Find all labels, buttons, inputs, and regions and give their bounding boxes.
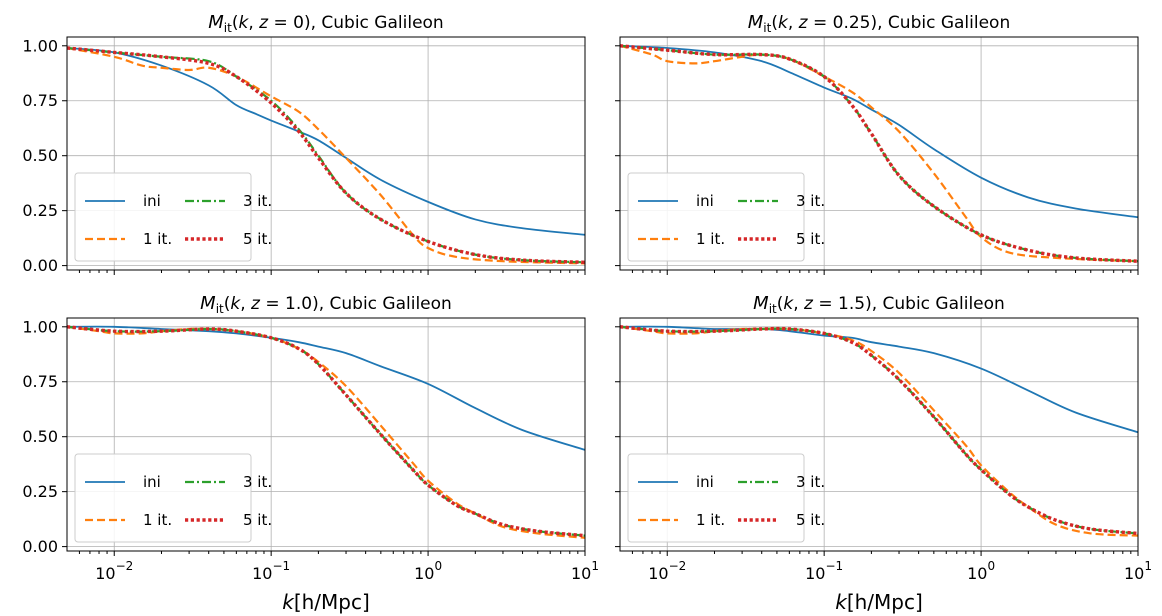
series-line-1-it xyxy=(620,325,1138,537)
legend-label: ini xyxy=(143,473,161,491)
y-tick-label: 0.00 xyxy=(22,256,58,275)
legend-label: ini xyxy=(696,473,714,491)
series-group xyxy=(67,325,585,539)
legend-label: 5 it. xyxy=(243,511,272,529)
series-line-5-it xyxy=(67,46,585,265)
x-axis-label: k[h/Mpc] xyxy=(282,590,370,614)
legend-label: 5 it. xyxy=(796,511,825,529)
series-line-ini xyxy=(620,325,1138,434)
series-line-3-it xyxy=(67,46,585,264)
x-tick-label: 10−2 xyxy=(95,559,133,583)
legend-label: 3 it. xyxy=(243,192,272,210)
series-group xyxy=(620,325,1138,537)
series-line-5-it xyxy=(620,325,1138,536)
subplot-title: Mit(k, z = 0), Cubic Galileon xyxy=(208,12,443,35)
legend-label: 1 it. xyxy=(696,511,725,529)
axes-frame xyxy=(619,36,1139,271)
series-line-1-it xyxy=(620,44,1138,263)
legend-label: ini xyxy=(696,192,714,210)
grid xyxy=(620,318,1138,551)
legend-box xyxy=(627,453,805,543)
y-tick-label: 1.00 xyxy=(22,36,58,55)
subplot-title: Mit(k, z = 1.5), Cubic Galileon xyxy=(753,293,1005,316)
legend-label: 3 it. xyxy=(796,473,825,491)
subplot-2: Mit(k, z = 0.25), Cubic Galileon ini 1 it.… xyxy=(615,12,1139,275)
y-tick-label: 1.00 xyxy=(22,317,58,336)
legend-label: 3 it. xyxy=(796,192,825,210)
series-line-1-it xyxy=(67,46,585,265)
series-line-5-it xyxy=(620,44,1138,263)
legend-label: 1 it. xyxy=(143,511,172,529)
legend: ini 1 it. 3 it. 5 it. xyxy=(74,453,272,543)
y-tick-label: 0.25 xyxy=(22,482,58,501)
y-tick-label: 0.00 xyxy=(22,537,58,556)
legend-label: 1 it. xyxy=(696,230,725,248)
x-tick-label: 100 xyxy=(967,559,995,583)
y-tick-label: 0.75 xyxy=(22,91,58,110)
subplot-title: Mit(k, z = 1.0), Cubic Galileon xyxy=(200,293,452,316)
legend-label: 5 it. xyxy=(243,230,272,248)
x-tick-label: 10−2 xyxy=(648,559,686,583)
series-line-ini xyxy=(67,325,585,451)
series-group xyxy=(620,44,1138,263)
x-tick-label: 100 xyxy=(414,559,442,583)
series-group xyxy=(67,46,585,265)
legend-label: 5 it. xyxy=(796,230,825,248)
x-tick-label: 101 xyxy=(1124,559,1152,583)
legend-box xyxy=(627,172,805,262)
subplot-4: 10−2 10−1 100 101 Mit(k, z = 1.5), Cubic Gal… xyxy=(615,293,1152,614)
series-line-ini xyxy=(620,44,1138,219)
series-line-5-it xyxy=(67,325,585,538)
legend: ini 1 it. 3 it. 5 it. xyxy=(74,172,272,262)
x-tick-label: 10−1 xyxy=(805,559,843,583)
x-tick-label: 101 xyxy=(571,559,599,583)
legend-label: ini xyxy=(143,192,161,210)
y-tick-label: 0.50 xyxy=(22,427,58,446)
y-tick-label: 0.50 xyxy=(22,146,58,165)
subplot-1: 0.00 0.25 0.50 0.75 1.00 Mit(k, z = 0), Cubic… xyxy=(22,12,586,275)
axes-frame xyxy=(66,36,586,271)
subplot-3: 0.00 0.25 0.50 0.75 1.00 10−2 10−1 100 101 Mit(k,… xyxy=(22,293,599,614)
legend-box xyxy=(74,453,252,543)
legend: ini 1 it. 3 it. 5 it. xyxy=(627,172,825,262)
legend-label: 3 it. xyxy=(243,473,272,491)
axes-frame xyxy=(619,317,1139,552)
series-line-3-it xyxy=(67,325,585,537)
x-tick-label: 10−1 xyxy=(252,559,290,583)
subplot-title: Mit(k, z = 0.25), Cubic Galileon xyxy=(748,12,1010,35)
x-axis-label: k[h/Mpc] xyxy=(835,590,923,614)
axes-frame xyxy=(66,317,586,552)
legend: ini 1 it. 3 it. 5 it. xyxy=(627,453,825,543)
y-tick-label: 0.75 xyxy=(22,372,58,391)
y-tick-label: 0.25 xyxy=(22,201,58,220)
legend-box xyxy=(74,172,252,262)
series-line-3-it xyxy=(620,325,1138,535)
legend-label: 1 it. xyxy=(143,230,172,248)
